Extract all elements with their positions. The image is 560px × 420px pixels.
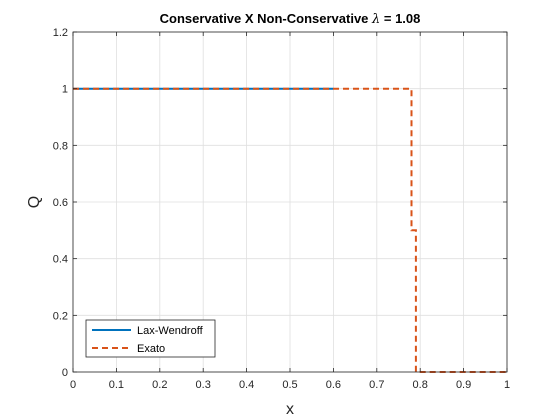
x-tick-label: 0.3 [196,379,211,391]
x-tick-label: 0.8 [413,379,428,391]
x-tick-label: 0.6 [326,379,341,391]
ticks: 0 0.1 0.2 0.3 0.4 0.5 0.6 0.7 0.8 0.9 1 0 0.2 0.4 0.6 0… [53,27,510,391]
x-tick-label: 1 [504,379,510,391]
x-tick-label: 0.2 [152,379,167,391]
x-tick-label: 0.4 [239,379,254,391]
y-tick-label: 1 [62,84,68,96]
y-tick-label: 0.6 [53,197,68,209]
x-axis-label: x [286,401,294,418]
x-tick-label: 0.9 [456,379,471,391]
x-tick-label: 0.1 [109,379,124,391]
legend: Lax-Wendroff Exato [85,319,216,358]
y-tick-label: 0.4 [53,254,68,266]
legend-box [85,319,216,358]
x-tick-label: 0.7 [369,379,384,391]
y-tick-label: 0 [62,367,68,379]
y-tick-label: 1.2 [53,27,68,39]
y-tick-label: 0.2 [53,310,68,322]
legend-label-exato: Exato [137,343,165,355]
x-tick-label: 0 [70,379,76,391]
x-tick-label: 0.5 [282,379,297,391]
chart-title: Conservative X Non-Conservative λ = 1.08 [160,11,421,27]
legend-label-lax-wendroff: Lax-Wendroff [137,325,204,337]
y-tick-label: 0.8 [53,140,68,152]
y-axis-label: Q [26,196,43,208]
